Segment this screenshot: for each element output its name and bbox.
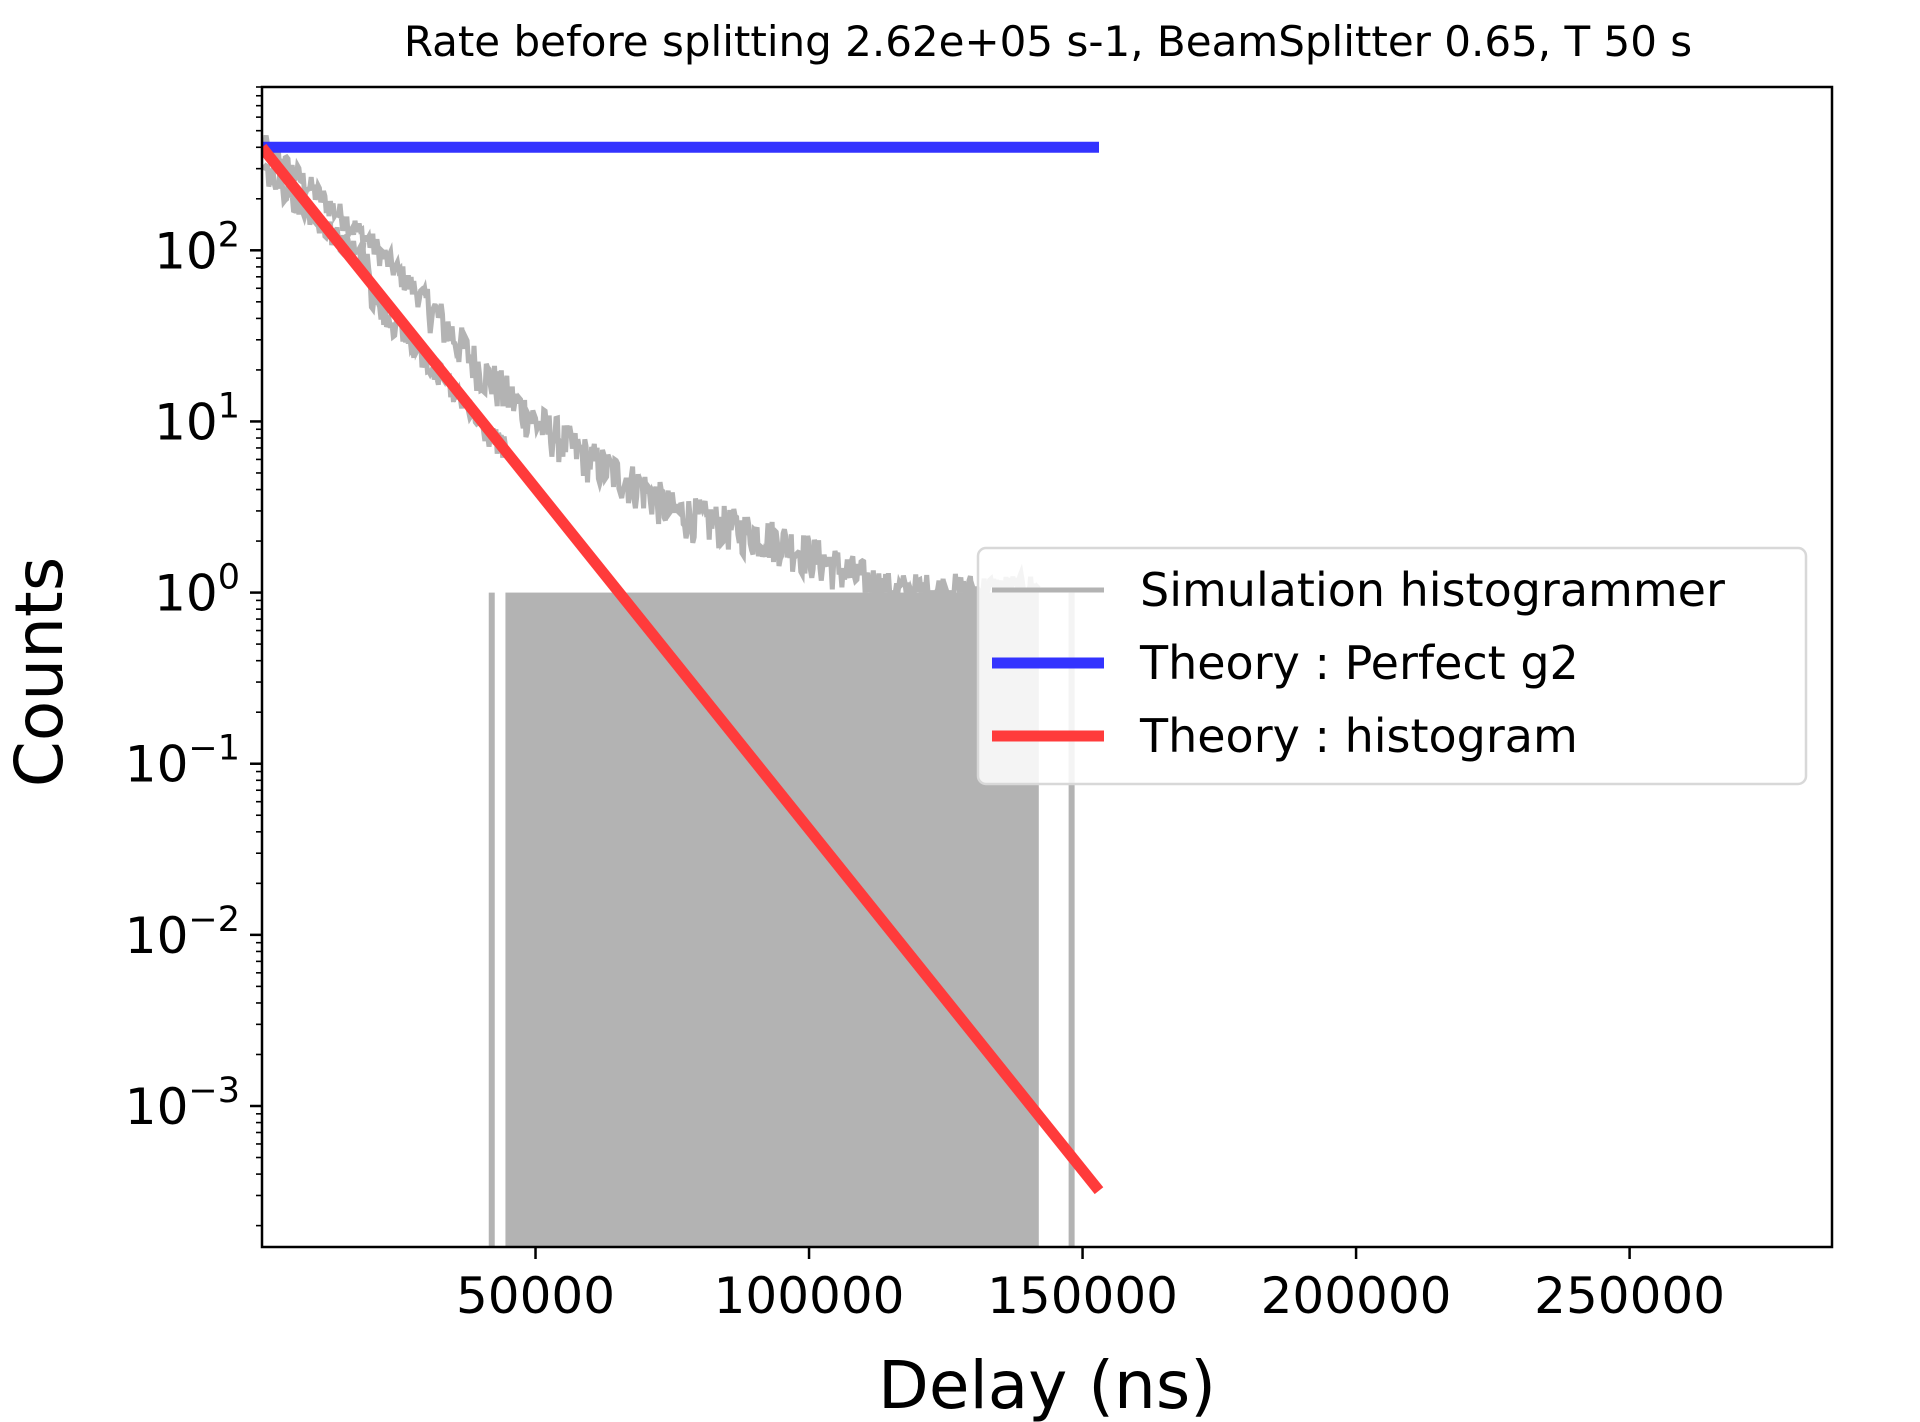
x-tick-label-1: 100000 — [714, 1267, 905, 1325]
series-theory-histogram — [262, 143, 1104, 1195]
legend-label-1: Theory : Perfect g2 — [1139, 636, 1579, 690]
legend-label-0: Simulation histogrammer — [1140, 563, 1725, 617]
x-tick-label-4: 250000 — [1534, 1267, 1725, 1325]
plot-frame — [260, 85, 1834, 1249]
x-tick-label-0: 50000 — [456, 1267, 615, 1325]
legend-box — [976, 546, 1808, 786]
legend-label-2: Theory : histogram — [1139, 709, 1578, 763]
axes: 50000 100000 150000 200000 250000 102 101 100 10… — [125, 86, 1725, 1325]
series-simulation-histogrammer — [262, 135, 1075, 1247]
x-tick-label-3: 200000 — [1261, 1267, 1452, 1325]
plot-area — [262, 135, 1104, 1247]
legend: Simulation histogrammer Theory : Perfect … — [976, 546, 1808, 786]
y-tick-label-3: 10−1 — [125, 729, 240, 794]
sim-upper-trace — [262, 135, 1041, 603]
y-tick-label-4: 10−2 — [125, 900, 240, 965]
x-tick-label-2: 150000 — [987, 1267, 1178, 1325]
y-tick-label-0: 102 — [154, 215, 240, 280]
chart-title: Rate before splitting 2.62e+05 s-1, Beam… — [404, 17, 1692, 66]
y-axis-label: Counts — [1, 557, 78, 787]
sim-zero-count-band — [505, 592, 1039, 1247]
y-tick-label-2: 100 — [154, 558, 240, 623]
y-tick-label-1: 101 — [154, 386, 240, 451]
y-tick-label-5: 10−3 — [125, 1071, 240, 1136]
plot-clip-group — [262, 135, 1104, 1247]
x-axis-label: Delay (ns) — [878, 1347, 1216, 1422]
